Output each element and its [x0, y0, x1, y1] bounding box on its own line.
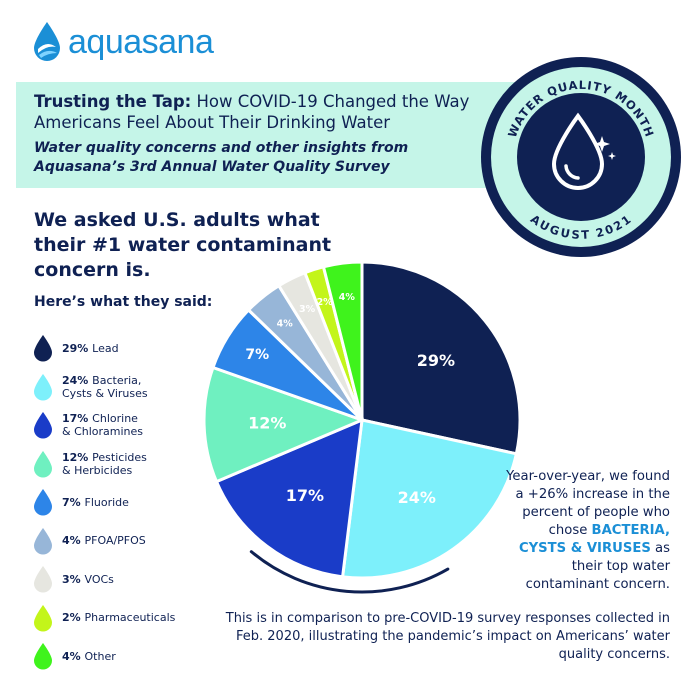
yoy-highlight: BACTERIA, CYSTS & VIRUSES [518, 523, 670, 556]
slice-label-1: 24% [398, 488, 436, 507]
slice-label-4: 7% [245, 347, 269, 363]
banner-title-bold: Trusting the Tap: [34, 92, 192, 111]
legend-percent: 17% [62, 412, 93, 425]
pie-slice-8 [321, 260, 364, 421]
legend-category: PFOA/PFOS [84, 534, 146, 547]
legend-label: 12% Pesticides & Herbicides [62, 451, 147, 477]
legend-label: 3% VOCs [62, 573, 114, 586]
pie-slice-4 [211, 307, 364, 422]
water-drop-icon [34, 527, 52, 554]
water-drop-icon [34, 643, 52, 670]
slice-label-7: 2% [317, 297, 334, 308]
legend-item: 4% PFOA/PFOS [32, 527, 146, 555]
legend-category: Fluoride [84, 495, 129, 509]
pie-slice-2 [214, 417, 364, 579]
slice-label-2: 17% [286, 486, 324, 505]
water-drop-logo-icon [34, 22, 60, 61]
slice-label-6: 3% [299, 304, 316, 315]
legend-percent: 4% [62, 649, 85, 663]
legend-label: 17% Chlorine & Chloramines [62, 412, 143, 438]
legend-item: 2% Pharmaceuticals [32, 604, 175, 632]
aquasana-logo: aquasana [30, 18, 214, 66]
comparison-note: This is in comparison to pre-COVID-19 su… [225, 611, 670, 662]
yoy-callout: Year-over-year, we found a +26% increase… [500, 468, 670, 594]
banner-title: Trusting the Tap: How COVID-19 Changed t… [34, 91, 474, 133]
brand-name: aquasana [68, 22, 214, 61]
survey-question: We asked U.S. adults what their #1 water… [34, 209, 332, 281]
yoy-text-post: as their top water contaminant concern. [525, 541, 670, 592]
legend-category: Lead [92, 341, 119, 355]
legend-percent: 2% [62, 611, 85, 624]
legend-item: 24% Bacteria, Cysts & Viruses [32, 373, 148, 401]
legend-category: Pharmaceuticals [84, 611, 176, 624]
water-drop-icon [34, 412, 52, 439]
legend-percent: 7% [62, 495, 85, 509]
water-drop-icon [34, 373, 52, 400]
legend-percent: 12% [62, 450, 93, 464]
pie-slice-6 [276, 270, 364, 421]
legend-category: Chlorine & Chloramines [62, 412, 144, 438]
water-drop-icon [34, 335, 52, 362]
legend-item: 29% Lead [32, 334, 119, 362]
slice-label-3: 12% [248, 413, 286, 432]
legend-item: 3% VOCs [32, 565, 114, 593]
legend-category: Bacteria, Cysts & Viruses [62, 373, 148, 400]
legend-percent: 24% [62, 373, 93, 387]
legend-label: 24% Bacteria, Cysts & Viruses [62, 374, 148, 400]
legend-item: 4% Other [32, 642, 116, 670]
legend-category: Other [84, 649, 116, 663]
legend-percent: 4% [62, 534, 85, 547]
banner-title-rest: How COVID-19 Changed the Way Americans F… [34, 92, 470, 132]
callout-arc [249, 550, 450, 594]
legend-item: 7% Fluoride [32, 488, 129, 516]
water-drop-icon [34, 450, 52, 477]
legend-label: 29% Lead [62, 342, 119, 355]
slice-label-8: 4% [339, 292, 356, 303]
pie-slice-5 [246, 283, 364, 422]
pie-slice-3 [202, 365, 367, 484]
legend-category: Pesticides & Herbicides [62, 450, 147, 477]
sparkling-drop-icon [551, 112, 616, 190]
water-drop-icon [34, 604, 52, 631]
legend-label: 4% Other [62, 650, 116, 663]
yoy-text-pre: Year-over-year, we found a +26% increase… [506, 469, 670, 538]
pie-slice-0 [360, 260, 522, 456]
pie-slice-7 [302, 264, 364, 421]
answer-intro: Here’s what they said: [34, 294, 213, 310]
legend-category: VOCs [84, 572, 114, 586]
slice-label-0: 29% [417, 351, 455, 370]
banner-subtitle: Water quality concerns and other insight… [34, 140, 409, 175]
legend-percent: 29% [62, 341, 93, 355]
title-banner [16, 82, 536, 188]
legend-item: 17% Chlorine & Chloramines [32, 411, 143, 439]
water-quality-month-badge: WATER QUALITY MONTH AUGUST 2021 [481, 57, 681, 257]
legend-label: 4% PFOA/PFOS [62, 534, 146, 547]
slice-label-5: 4% [277, 318, 294, 329]
legend-label: 7% Fluoride [62, 496, 129, 509]
legend-percent: 3% [62, 572, 85, 586]
water-drop-icon [34, 566, 52, 593]
legend-label: 2% Pharmaceuticals [62, 611, 175, 624]
pie-slice-1 [340, 418, 519, 580]
legend-item: 12% Pesticides & Herbicides [32, 450, 147, 478]
water-drop-icon [34, 489, 52, 516]
